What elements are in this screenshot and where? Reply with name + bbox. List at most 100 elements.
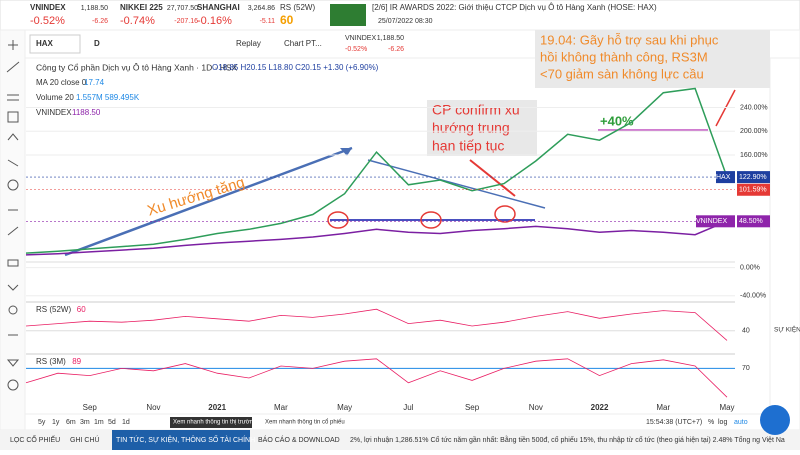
range-btn: 3m (80, 419, 90, 426)
y-tick-label: 70 (742, 365, 750, 372)
replay: Replay (236, 39, 261, 48)
circle-mark (494, 205, 516, 223)
x-tick-label: Nov (529, 403, 543, 412)
legend-company: Công ty Cổ phần Dịch vụ Ô tô Hàng Xanh ·… (36, 62, 238, 72)
series-line (25, 358, 728, 398)
range-btn: 1y (52, 419, 60, 426)
red-arrow (469, 159, 516, 197)
series-line (25, 308, 728, 341)
left-sidebar (0, 29, 26, 431)
annotation: hồi không thành công, RS3M (540, 49, 708, 64)
side-tab: SỰ KIỆN (774, 325, 800, 334)
overlay-pct: -0.52% (345, 46, 367, 53)
legend-volume: Volume 20 (36, 93, 74, 102)
news-time: 25/07/2022 08:30 (378, 18, 433, 25)
y-tick-label: 160.00% (740, 152, 768, 159)
panel-value: 89 (72, 357, 81, 366)
price-tag-name (716, 171, 735, 184)
rs-badge-label: RS (52W) (280, 3, 315, 12)
resistance-line (367, 159, 546, 209)
price-tag-label: 48.50% (739, 218, 763, 225)
series-line (25, 87, 728, 254)
stock-quick: Xem nhanh thông tin cổ phiếu (265, 419, 345, 426)
ticker-pct: -0.74% (120, 15, 155, 27)
y-tick-label: 0.00% (740, 264, 760, 271)
tab: BÁO CÁO & DOWNLOAD (258, 435, 340, 444)
ticker-price: 27,707.50 (167, 5, 198, 12)
panel-name: RS (52W) (36, 305, 71, 314)
range-btn: 1m (94, 419, 104, 426)
active-tab[interactable] (112, 430, 250, 450)
auto-btn: auto (734, 419, 748, 426)
arrowhead (340, 148, 352, 156)
tab: LỌC CỔ PHIẾU (10, 434, 60, 444)
news-title: [2/6] IR AWARDS 2022: Giới thiệu CTCP Dị… (372, 3, 657, 12)
annotation: hướng trung (432, 120, 510, 136)
price-tag-name (696, 215, 735, 228)
price-tag-label: 101.59% (739, 187, 767, 194)
x-tick-label: 2021 (208, 403, 226, 412)
interval: D (94, 39, 100, 48)
legend-index-value: 1188.50 (72, 108, 101, 117)
range-btn: 5d (108, 419, 116, 426)
range-btn: 1d (122, 419, 130, 426)
ticker-price: 3,264.86 (248, 5, 275, 12)
annotation: <70 giảm sàn không lực cầu (540, 66, 704, 81)
legend-ohlc: O18.85 H20.15 L18.80 C20.15 +1.30 (+6.90… (212, 63, 379, 72)
pct-btn: % (708, 419, 714, 426)
x-tick-label: May (719, 403, 734, 412)
price-tag-name: VNINDEX (696, 218, 727, 225)
x-tick-label: Mar (274, 403, 288, 412)
uptrend-arrow (64, 146, 353, 257)
panel-name: RS (3M) (36, 357, 66, 366)
sidebar-icons (6, 40, 20, 391)
annotation: CP confirm xu (432, 102, 520, 118)
ticker-symbol: VNINDEX (30, 3, 66, 12)
y-tick-label: 200.00% (740, 128, 768, 135)
x-tick-label: 2022 (591, 403, 609, 412)
overlay-price: 1,188.50 (377, 35, 404, 42)
y-tick-label: 240.00% (740, 104, 768, 111)
ticker-price: 1,188.50 (81, 5, 108, 12)
annotation: Xu hướng tăng (145, 174, 246, 220)
ticker-change: -5.11 (260, 18, 276, 25)
market-quick-btn[interactable] (170, 417, 252, 428)
marquee: 2%, lợi nhuận 1,286.51% Cổ tức năm gần n… (350, 435, 785, 444)
confirm-box (427, 100, 537, 156)
rs-badge-value: 60 (280, 13, 294, 27)
y-tick-label: -40.00% (740, 293, 766, 300)
log-btn: log (718, 419, 727, 426)
legend-ma: MA 20 close 0 (36, 78, 87, 87)
price-tag (737, 183, 770, 196)
x-tick-label: Nov (146, 403, 160, 412)
right-sidebar (769, 57, 800, 431)
chart-menu: Chart PT... (284, 39, 322, 48)
ticker-symbol: SHANGHAI (197, 3, 240, 12)
panel-value: 60 (77, 305, 86, 314)
ticker-pct: -0.16% (197, 15, 232, 27)
legend-ma-value: 17.74 (84, 78, 105, 87)
x-tick-label: Jul (403, 403, 413, 412)
ticker-pct: -0.52% (30, 15, 65, 27)
tab: GHI CHÚ (70, 435, 100, 444)
ticker-change: -6.26 (92, 18, 108, 25)
legend-volume-values: 1.557M 589.495K (76, 93, 140, 102)
symbol-box[interactable] (29, 34, 81, 54)
tab: TIN TỨC, SỰ KIỆN, THÔNG SỐ TÀI CHÍNH (116, 434, 255, 444)
annotation: +40% (600, 113, 634, 128)
chat-button[interactable] (760, 405, 790, 435)
price-tag-name: HAX (716, 174, 731, 181)
circle-mark (420, 211, 442, 229)
y-tick-label: 40 (742, 328, 750, 335)
range-btn: 6m (66, 419, 76, 426)
legend-index: VNINDEX (36, 108, 72, 117)
x-tick-label: Sep (465, 403, 480, 412)
news-thumb (330, 4, 366, 26)
market-quick: Xem nhanh thông tin thị trường (173, 420, 256, 426)
ticker-symbol: NIKKEI 225 (120, 3, 163, 12)
price-tag (737, 215, 770, 228)
x-tick-label: Sep (83, 403, 98, 412)
series-line (25, 220, 728, 256)
annotation: hạn tiếp tục (432, 138, 504, 154)
